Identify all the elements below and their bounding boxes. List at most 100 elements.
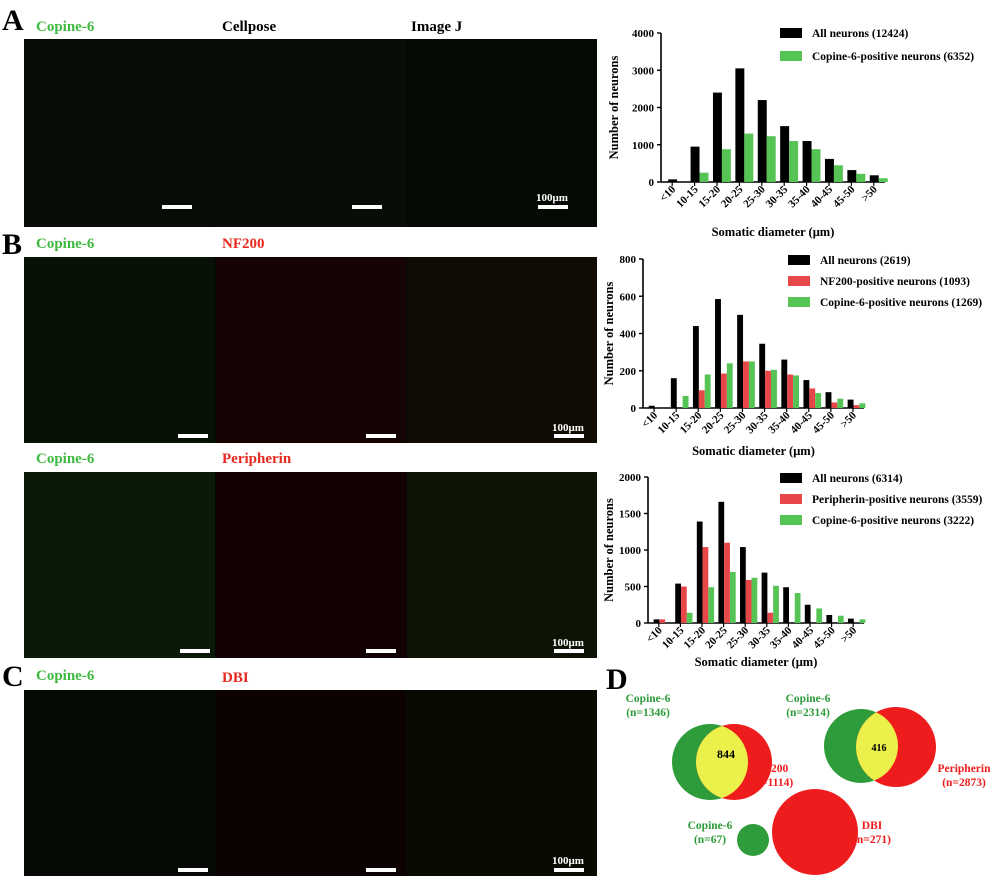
chart-b-nf200-xtick-label-9: >50 bbox=[838, 409, 859, 430]
panel-b-top-tile-2 bbox=[216, 257, 406, 443]
panel-c-tile-2 bbox=[216, 690, 406, 876]
chart-b-peripherin-bar-2-2 bbox=[708, 587, 715, 623]
chart-a-bar-6-0 bbox=[802, 141, 812, 182]
chart-b-peripherin-y-axis-label: Number of neurons bbox=[602, 498, 616, 602]
chart-a-bar-8-0 bbox=[847, 170, 857, 182]
panel-b-bottom-title-1: Copine-6 bbox=[36, 451, 95, 467]
chart-b-peripherin-bar-6-2 bbox=[794, 593, 801, 623]
chart-a-bar-5-1 bbox=[789, 141, 799, 182]
venn-1-overlap-region bbox=[696, 724, 748, 800]
chart-a-y-axis-label: Number of neurons bbox=[607, 56, 621, 160]
venn-3-right-label: DBI bbox=[862, 820, 883, 832]
chart-b-peripherin-bar-8-0 bbox=[826, 614, 833, 623]
venn-1-right-label: NF200 bbox=[756, 763, 789, 775]
chart-a-bar-4-1 bbox=[766, 136, 776, 182]
chart-a-bar-6-1 bbox=[811, 149, 821, 182]
venn-3-right-count: (n=271) bbox=[853, 834, 891, 846]
chart-b-peripherin-xtick-label-5: 30-35 bbox=[746, 624, 773, 651]
chart-b-peripherin-bar-3-2 bbox=[729, 571, 736, 623]
chart-b-peripherin-xtick-label-8: 45-50 bbox=[811, 624, 838, 651]
chart-a-bar-1-1 bbox=[699, 172, 709, 182]
chart-a-xtick-label-3: 20-25 bbox=[719, 183, 746, 210]
chart-b-nf200-bar-8-1 bbox=[831, 402, 838, 408]
chart-b-peripherin-bar-4-2 bbox=[751, 577, 758, 623]
chart-b-nf200-xtick-label-8: 45-50 bbox=[810, 409, 837, 436]
chart-b-peripherin-legend-swatch-2 bbox=[780, 515, 802, 525]
chart-b-nf200-legend-label-1: NF200-positive neurons (1093) bbox=[820, 276, 970, 288]
chart-b-nf200: 0200400600800<1010-1515-2020-2525-3030-3… bbox=[602, 254, 982, 458]
panel-c-scale-label: 100μm bbox=[552, 855, 584, 867]
venn-1-right-count: (n=1114) bbox=[751, 777, 794, 789]
chart-b-peripherin-bar-7-2 bbox=[816, 608, 823, 623]
chart-b-peripherin-bar-5-2 bbox=[773, 585, 779, 623]
venn-2-overlap-count: 416 bbox=[872, 743, 887, 754]
chart-b-nf200-bar-8-2 bbox=[837, 398, 844, 408]
chart-b-nf200-ytick-label-1: 200 bbox=[620, 366, 637, 378]
chart-b-peripherin-legend-swatch-1 bbox=[780, 494, 802, 504]
chart-a-ytick-label-2: 2000 bbox=[632, 103, 655, 115]
chart-b-peripherin-bar-0-1 bbox=[659, 619, 666, 623]
chart-b-peripherin-bar-3-0 bbox=[718, 501, 725, 623]
chart-b-nf200-xtick-label-3: 20-25 bbox=[700, 409, 727, 436]
panel-a-title-1: Copine-6 bbox=[36, 19, 95, 35]
panel-b-top-title-2: NF200 bbox=[222, 236, 265, 252]
chart-b-nf200-xtick-label-2: 15-20 bbox=[678, 409, 705, 436]
chart-b-nf200-bar-4-1 bbox=[743, 361, 749, 408]
chart-b-nf200-bar-5-1 bbox=[765, 370, 772, 408]
chart-a-ytick-label-0: 0 bbox=[649, 177, 655, 189]
venn-3-left-circle bbox=[737, 824, 769, 856]
panel-a-title-2: Cellpose bbox=[222, 19, 277, 35]
panel-c-micrograph-strip: 100μm bbox=[24, 690, 597, 876]
venn-1-left-label: Copine-6 bbox=[626, 693, 671, 705]
panel-b-bottom-scale-bar-1 bbox=[180, 649, 210, 653]
chart-a-xtick-label-4: 25-30 bbox=[741, 183, 768, 210]
chart-b-peripherin-x-axis-label: Somatic diameter (μm) bbox=[695, 655, 818, 669]
chart-b-nf200-bar-1-0 bbox=[670, 378, 677, 408]
chart-a-bar-1-0 bbox=[690, 146, 700, 182]
chart-b-peripherin-xtick-label-3: 20-25 bbox=[703, 624, 730, 651]
chart-a-ytick-label-4: 4000 bbox=[632, 28, 655, 40]
chart-b-peripherin-bar-1-2 bbox=[686, 612, 693, 623]
panel-a-tile-1 bbox=[24, 39, 215, 227]
venn-2-right-label: Peripherin bbox=[937, 763, 991, 775]
panel-b-top-scale-bar-3 bbox=[554, 434, 584, 438]
chart-a-bar-0-0 bbox=[668, 179, 678, 182]
chart-b-nf200-bar-0-0 bbox=[648, 405, 655, 408]
panel-b-top-tile-3 bbox=[407, 257, 597, 443]
chart-a-bar-9-0 bbox=[869, 175, 879, 182]
panel-a-tile-3 bbox=[407, 39, 597, 227]
panel-b-top-title-1: Copine-6 bbox=[36, 236, 95, 252]
chart-b-peripherin-xtick-label-2: 15-20 bbox=[681, 624, 708, 651]
chart-a-bar-5-0 bbox=[780, 126, 790, 182]
chart-b-peripherin-xtick-label-9: >50 bbox=[839, 624, 860, 645]
chart-a-bar-3-1 bbox=[744, 133, 754, 182]
chart-b-nf200-bar-4-2 bbox=[748, 361, 755, 408]
venn-3-right-circle bbox=[772, 789, 858, 875]
chart-b-nf200-bar-3-0 bbox=[715, 299, 721, 408]
chart-b-nf200-bar-4-0 bbox=[737, 314, 744, 408]
panel-b-bottom-tile-2 bbox=[216, 472, 406, 658]
panel-b-letter: B bbox=[2, 228, 23, 261]
panel-b-top-scale-label: 100μm bbox=[552, 422, 584, 434]
chart-b-peripherin-legend-swatch-0 bbox=[780, 473, 802, 483]
chart-b-nf200-xtick-label-1: 10-15 bbox=[656, 409, 683, 436]
panel-a-scale-bar-2 bbox=[352, 205, 382, 209]
chart-a-bar-2-0 bbox=[712, 92, 722, 182]
panel-b-bottom-tile-3 bbox=[407, 472, 597, 658]
chart-a: 01000200030004000<1010-1515-2020-2525-30… bbox=[607, 28, 974, 239]
chart-b-nf200-y-axis-label: Number of neurons bbox=[602, 282, 616, 386]
panel-c-scale-bar-3 bbox=[554, 868, 584, 872]
chart-a-xtick-label-2: 15-20 bbox=[696, 183, 723, 210]
chart-b-nf200-bar-8-0 bbox=[825, 392, 832, 408]
chart-b-peripherin-bar-6-0 bbox=[783, 587, 789, 623]
chart-b-peripherin-bar-7-0 bbox=[804, 604, 811, 623]
chart-b-nf200-ytick-label-2: 400 bbox=[620, 329, 637, 341]
chart-a-legend-swatch-1 bbox=[780, 51, 802, 61]
chart-a-xtick-label-9: >50 bbox=[859, 183, 880, 204]
chart-b-nf200-xtick-label-4: 25-30 bbox=[722, 409, 749, 436]
venn-1-overlap-count: 844 bbox=[717, 747, 735, 761]
chart-b-peripherin-xtick-label-1: 10-15 bbox=[660, 624, 687, 651]
panel-c-scale-bar-1 bbox=[178, 868, 208, 872]
chart-b-peripherin-legend-label-0: All neurons (6314) bbox=[812, 473, 903, 485]
chart-a-bar-9-1 bbox=[878, 178, 888, 182]
